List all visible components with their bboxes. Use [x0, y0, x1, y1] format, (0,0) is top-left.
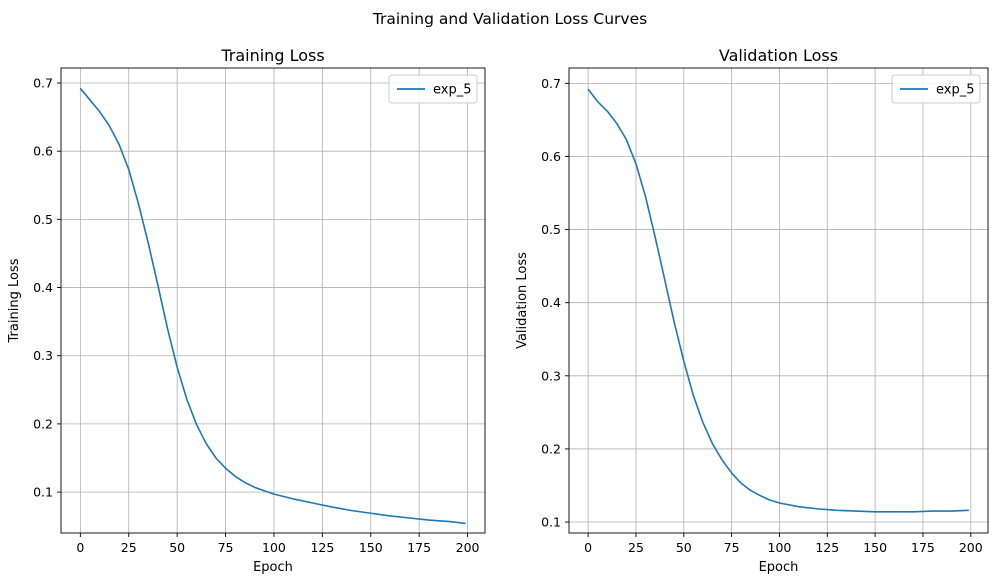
y-tick-label: 0.6 [541, 149, 561, 164]
y-tick-label: 0.3 [541, 368, 561, 383]
chart-title: Training Loss [220, 46, 324, 65]
x-tick-label: 125 [815, 540, 839, 555]
x-axis-label: Epoch [759, 560, 799, 575]
x-tick-label: 0 [584, 540, 592, 555]
legend-box [388, 74, 478, 104]
x-tick-label: 200 [456, 540, 480, 555]
y-axis-label: Training Loss [7, 258, 22, 343]
figure-title: Training and Validation Loss Curves [372, 10, 647, 28]
y-tick-label: 0.1 [33, 485, 53, 500]
x-tick-label: 0 [76, 540, 84, 555]
y-tick-label: 0.5 [33, 212, 53, 227]
series-line-exp_5 [79, 87, 466, 525]
legend-label: exp_5 [936, 83, 975, 98]
y-tick-label: 0.4 [33, 280, 53, 295]
legend: exp_5 [891, 74, 981, 104]
legend: exp_5 [388, 74, 478, 104]
y-tick-label: 0.6 [33, 144, 53, 159]
x-tick-label: 150 [359, 540, 383, 555]
y-tick-label: 0.3 [33, 348, 53, 363]
legend-box [891, 74, 981, 104]
x-tick-label: 200 [959, 540, 983, 555]
y-tick-label: 0.2 [541, 441, 561, 456]
axes-frame [60, 67, 486, 534]
x-tick-label: 50 [676, 540, 692, 555]
x-tick-label: 175 [911, 540, 935, 555]
series-line-exp_5 [587, 88, 969, 513]
x-tick-label: 75 [724, 540, 740, 555]
x-tick-label: 125 [310, 540, 334, 555]
validation-loss-chart: 0 25 50 75 100 125 150 175 200 0.1 0.2 0.3 0.4 0.5 0.6… [515, 46, 989, 575]
x-tick-label: 100 [768, 540, 792, 555]
y-tick-label: 0.5 [541, 222, 561, 237]
x-tick-label: 150 [863, 540, 887, 555]
x-tick-label: 25 [121, 540, 137, 555]
y-tick-label: 0.4 [541, 295, 561, 310]
axes-frame [568, 67, 989, 534]
legend-label: exp_5 [433, 83, 472, 98]
x-tick-label: 75 [218, 540, 234, 555]
training-loss-chart: 0 25 50 75 100 125 150 175 200 0.1 0.2 0.3 0.4 0.5 0.6… [7, 46, 486, 575]
y-axis-label: Validation Loss [515, 252, 530, 349]
y-tick-label: 0.7 [541, 76, 561, 91]
x-axis-label: Epoch [253, 560, 293, 575]
chart-title: Validation Loss [719, 46, 838, 65]
y-tick-label: 0.7 [33, 76, 53, 91]
x-tick-label: 175 [407, 540, 431, 555]
x-tick-label: 100 [262, 540, 286, 555]
x-tick-label: 50 [169, 540, 185, 555]
y-tick-label: 0.2 [33, 416, 53, 431]
y-tick-label: 0.1 [541, 515, 561, 530]
x-tick-label: 25 [628, 540, 644, 555]
